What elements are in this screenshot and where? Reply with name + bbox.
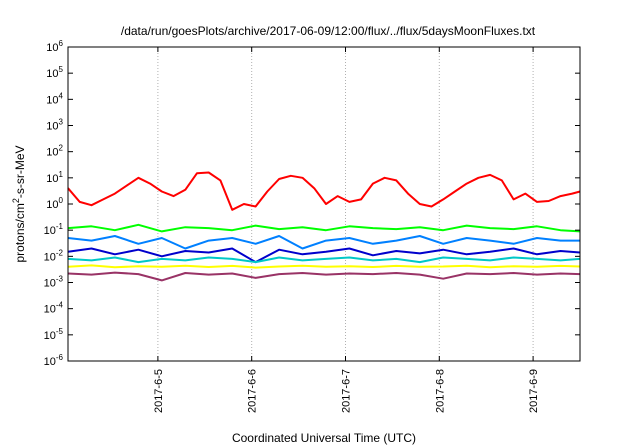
y-tick-label: 105 [46,65,63,80]
x-tick-label: 2017-6-5 [153,369,165,413]
x-tick-label: 2017-6-9 [528,369,540,413]
series-line-4 [67,247,581,264]
y-tick-label: 10-1 [44,222,64,237]
y-tick-label: 10-2 [44,248,64,263]
y-tick-label: 10-4 [44,301,64,316]
chart-title: /data/run/goesPlots/archive/2017-06-09/1… [121,24,536,38]
y-tick-label: 100 [46,196,63,211]
x-tick-label: 2017-6-6 [247,369,259,413]
y-tick-label: 102 [46,144,63,159]
x-tick-label: 2017-6-8 [434,369,446,413]
y-tick-label: 10-3 [44,275,64,290]
series-line-7 [67,271,581,282]
x-axis: 2017-6-5 2017-6-6 2017-6-7 2017-6-8 2017-6-9 [153,47,540,413]
series-line-1 [67,171,581,211]
series-line-5 [67,256,581,264]
series-line-2 [67,223,581,233]
y-tick-label: 103 [46,118,63,133]
plot-frame [67,46,581,362]
series-line-6 [67,264,581,269]
y-tick-label: 106 [46,39,63,54]
series-line-3 [67,235,580,250]
y-tick-label: 104 [46,91,63,106]
x-tick-label: 2017-6-7 [340,369,352,413]
y-axis: 10-6 10-5 10-4 10-3 10-2 10-1 100 101 102 103 104 1… [44,39,580,368]
y-tick-label: 10-6 [44,353,64,368]
series-lines [67,171,581,282]
x-axis-label: Coordinated Universal Time (UTC) [232,431,416,445]
y-tick-label: 10-5 [44,327,64,342]
grid [157,47,534,361]
y-tick-label: 101 [46,170,63,185]
y-axis-label: protons/cm2-s-sr-MeV [11,145,27,262]
